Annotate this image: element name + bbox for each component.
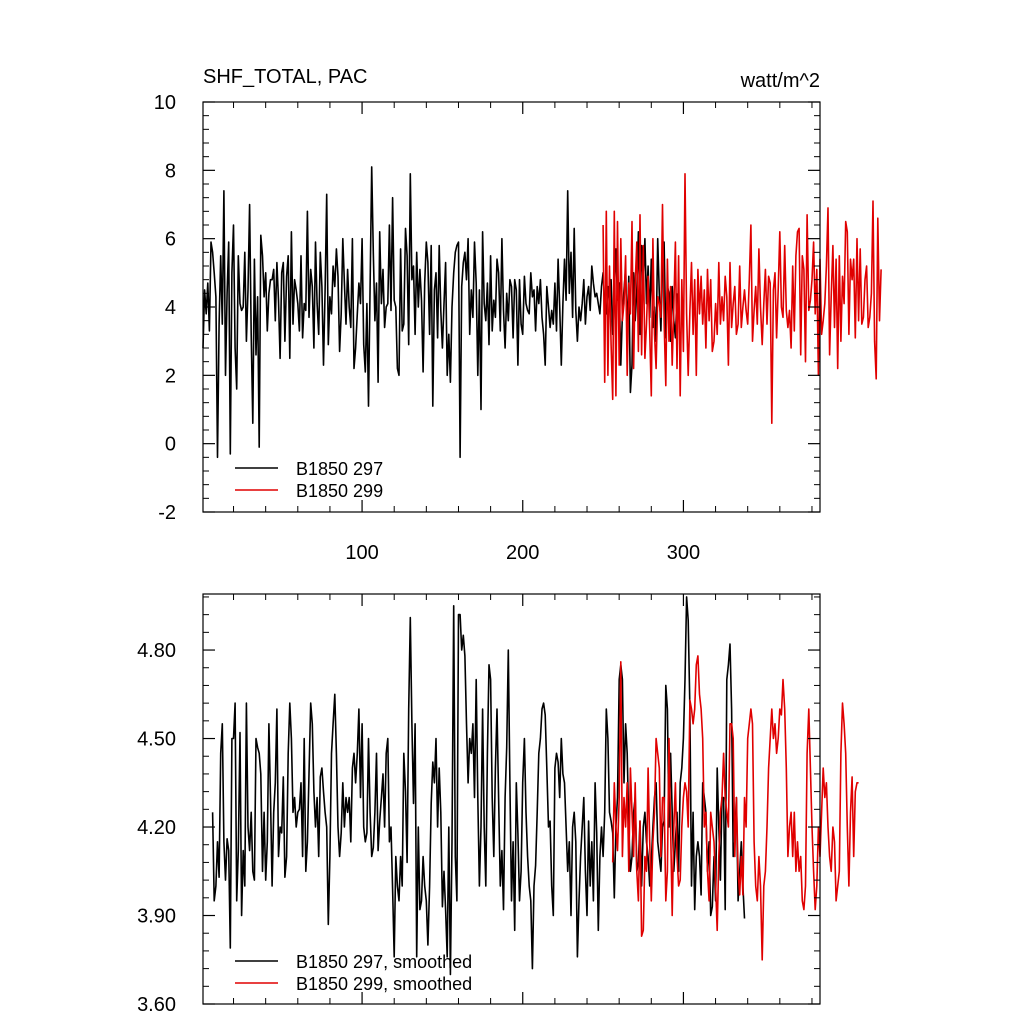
x-tick-label: 100 <box>345 542 378 564</box>
series-line-2 <box>602 173 882 425</box>
y-tick-label: 4.50 <box>137 729 176 751</box>
series-line-1 <box>211 596 746 976</box>
bottom-panel: 3.60 3.90 4.20 4.50 4.80 B1850 297, smoothedB… <box>137 593 859 1016</box>
y-tick-label: 8 <box>165 160 176 182</box>
y-tick-label: 4.20 <box>137 817 176 839</box>
legend-label-2: B1850 299, smoothed <box>296 974 472 994</box>
x-tick-label: 200 <box>506 542 539 564</box>
y-tick-label: 3.60 <box>137 994 176 1016</box>
legend-label-2: B1850 299 <box>296 481 383 501</box>
y-tick-label: 4.80 <box>137 640 176 662</box>
x-tick-label: 300 <box>667 542 700 564</box>
legend-label-1: B1850 297, smoothed <box>296 952 472 972</box>
y-tick-label: 4 <box>165 297 176 319</box>
y-tick-label: 0 <box>165 434 176 456</box>
series-line-2 <box>611 655 859 961</box>
series-line-1 <box>202 166 678 459</box>
y-tick-label: -2 <box>158 502 176 524</box>
chart-title: SHF_TOTAL, PAC <box>203 66 367 88</box>
y-tick-label: 2 <box>165 365 176 387</box>
y-tick-label: 10 <box>154 92 176 114</box>
top-panel: SHF_TOTAL, PAC watt/m^2 -2 0 2 4 6 8 10 100 200 3… <box>154 66 882 564</box>
y-tick-label: 3.90 <box>137 906 176 928</box>
legend-label-1: B1850 297 <box>296 459 383 479</box>
units-label: watt/m^2 <box>740 70 820 92</box>
y-tick-label: 6 <box>165 229 176 251</box>
plot-frame <box>202 593 821 1005</box>
